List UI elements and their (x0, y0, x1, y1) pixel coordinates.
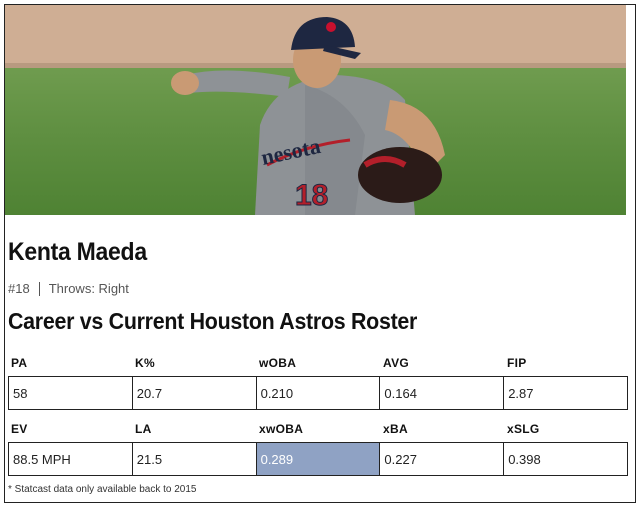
stat-value-xba: 0.227 (380, 443, 505, 475)
stat-header-xba: xBA (383, 422, 408, 436)
stat-header-pa: PA (11, 356, 28, 370)
stats-header-row: EV LA xwOBA xBA xSLG (8, 416, 628, 442)
stat-value-xwoba-highlighted: 0.289 (256, 443, 381, 475)
stat-value-la: 21.5 (133, 443, 257, 475)
stats-value-row: 88.5 MPH 21.5 0.289 0.227 0.398 (8, 442, 628, 476)
stat-header-woba: wOBA (259, 356, 297, 370)
meta-divider (38, 281, 40, 296)
stat-value-xslg: 0.398 (504, 443, 628, 475)
stats-table-1: PA K% wOBA AVG FIP 58 20.7 0.210 0.164 2… (8, 350, 628, 410)
stat-header-k-pct: K% (135, 356, 155, 370)
pitcher-illustration: nesota 18 (5, 5, 626, 215)
stats-value-row: 58 20.7 0.210 0.164 2.87 (8, 376, 628, 410)
stat-header-fip: FIP (507, 356, 527, 370)
stat-header-avg: AVG (383, 356, 410, 370)
stat-value-woba: 0.210 (257, 377, 381, 409)
stat-header-ev: EV (11, 422, 28, 436)
stat-header-xwoba: xwOBA (259, 422, 304, 436)
player-number: #18 (8, 281, 30, 296)
section-title: Career vs Current Houston Astros Roster (8, 308, 418, 334)
jersey-number: 18 (295, 179, 328, 212)
stat-value-pa: 58 (9, 377, 133, 409)
stat-value-avg: 0.164 (380, 377, 505, 409)
player-throws: Throws: Right (48, 281, 129, 296)
player-photo: nesota 18 (5, 5, 626, 215)
stat-header-xslg: xSLG (507, 422, 540, 436)
stat-value-k-pct: 20.7 (133, 377, 257, 409)
stats-header-row: PA K% wOBA AVG FIP (8, 350, 628, 376)
stat-header-la: LA (135, 422, 152, 436)
stat-value-fip: 2.87 (504, 377, 628, 409)
stats-table-2: EV LA xwOBA xBA xSLG 88.5 MPH 21.5 0.289… (8, 416, 628, 476)
player-meta: #18 Throws: Right (8, 281, 129, 296)
stat-value-ev: 88.5 MPH (9, 443, 133, 475)
player-name: Kenta Maeda (8, 238, 147, 266)
statcast-footnote: * Statcast data only available back to 2… (8, 484, 197, 495)
